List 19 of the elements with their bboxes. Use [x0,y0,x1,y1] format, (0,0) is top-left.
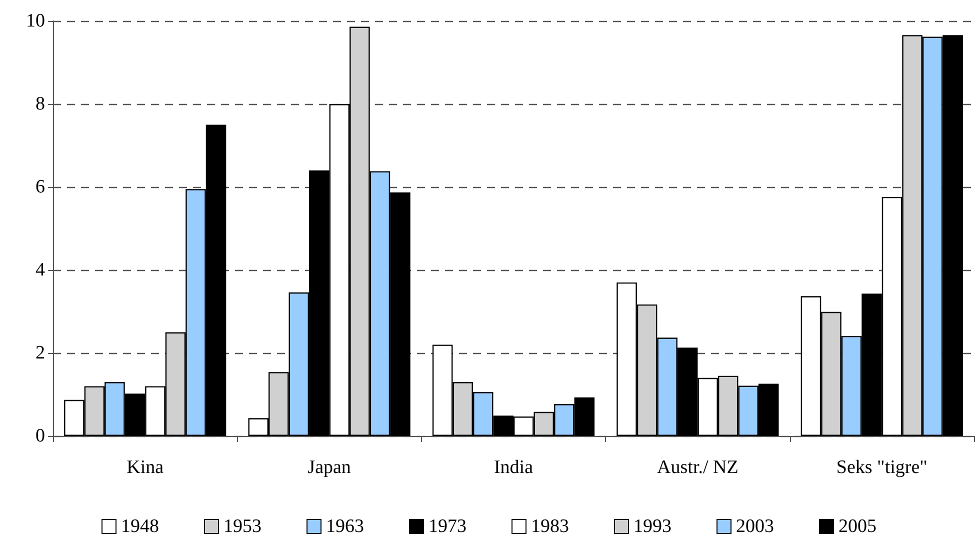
legend-label: 1973 [428,516,466,537]
legend-label: 1953 [224,516,262,537]
x-tick-label: Japan [308,457,352,478]
y-tick-label: 8 [36,94,45,114]
y-tick-label: 2 [36,342,45,364]
x-tick-label: Seks "tigre" [836,457,928,478]
y-tick-label: 4 [36,260,46,280]
x-tick-label: Kina [126,457,164,478]
legend-label: 1993 [634,516,672,537]
legend-label: 2005 [838,516,876,537]
x-tick-label: India [494,457,534,478]
legend-label: 1983 [531,516,569,537]
legend-label: 2003 [736,516,774,537]
y-tick-label: 10 [26,10,45,32]
legend-label: 1963 [326,516,364,537]
legend-label: 1948 [121,516,159,537]
x-tick-label: Austr./ NZ [657,457,738,478]
y-tick-label: 6 [36,176,45,198]
y-tick-label: 0 [36,426,45,446]
